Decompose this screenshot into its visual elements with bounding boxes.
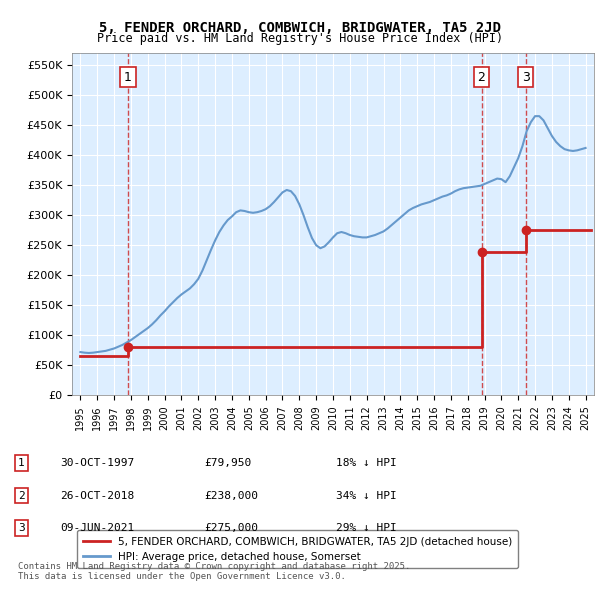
- Text: 3: 3: [18, 523, 25, 533]
- Text: £275,000: £275,000: [204, 523, 258, 533]
- Text: 1: 1: [124, 71, 132, 84]
- Text: 30-OCT-1997: 30-OCT-1997: [60, 458, 134, 468]
- Text: Contains HM Land Registry data © Crown copyright and database right 2025.
This d: Contains HM Land Registry data © Crown c…: [18, 562, 410, 581]
- Text: Price paid vs. HM Land Registry's House Price Index (HPI): Price paid vs. HM Land Registry's House …: [97, 32, 503, 45]
- Text: 26-OCT-2018: 26-OCT-2018: [60, 491, 134, 500]
- Text: 09-JUN-2021: 09-JUN-2021: [60, 523, 134, 533]
- Legend: 5, FENDER ORCHARD, COMBWICH, BRIDGWATER, TA5 2JD (detached house), HPI: Average : 5, FENDER ORCHARD, COMBWICH, BRIDGWATER,…: [77, 530, 518, 568]
- Text: 1: 1: [18, 458, 25, 468]
- Text: 34% ↓ HPI: 34% ↓ HPI: [336, 491, 397, 500]
- Text: 29% ↓ HPI: 29% ↓ HPI: [336, 523, 397, 533]
- Text: £238,000: £238,000: [204, 491, 258, 500]
- Text: 18% ↓ HPI: 18% ↓ HPI: [336, 458, 397, 468]
- Text: 5, FENDER ORCHARD, COMBWICH, BRIDGWATER, TA5 2JD: 5, FENDER ORCHARD, COMBWICH, BRIDGWATER,…: [99, 21, 501, 35]
- Text: 2: 2: [18, 491, 25, 500]
- Text: £79,950: £79,950: [204, 458, 251, 468]
- Text: 3: 3: [521, 71, 530, 84]
- Text: 2: 2: [478, 71, 485, 84]
